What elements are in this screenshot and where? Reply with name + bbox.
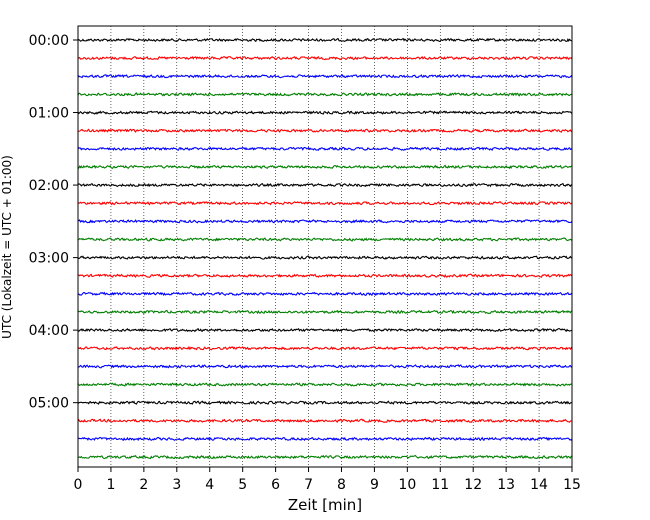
trace-group [77,37,573,460]
trace-line [77,182,573,188]
trace-line [77,237,573,242]
trace-line [77,382,573,387]
trace-line [77,454,573,460]
trace-line [77,74,573,79]
trace-line [77,273,573,278]
trace-line [77,128,573,133]
trace-line [77,37,573,43]
x-tick-label: 3 [172,477,181,493]
y-tick-label: 05:00 [29,396,69,412]
plot-frame [77,25,573,468]
y-tick-label: 03:00 [29,251,69,267]
x-axis-ticks: 0 1 2 3 4 5 6 7 8 9 10 11 12 13 14 15 [74,467,581,493]
trace-line [77,291,573,297]
x-tick-label: 9 [370,477,379,493]
x-tick-label: 10 [398,477,416,493]
x-tick-label: 13 [497,477,515,493]
y-tick-label: 01:00 [29,106,69,122]
trace-line [77,219,573,224]
x-tick-label: 5 [238,477,247,493]
y-tick-label: 00:00 [29,33,69,49]
x-tick-label: 6 [271,477,280,493]
x-tick-label: 15 [563,477,581,493]
trace-line [77,418,573,423]
x-tick-label: 12 [464,477,482,493]
trace-line [77,400,573,405]
x-tick-label: 1 [106,477,115,493]
y-tick-label: 02:00 [29,178,69,194]
trace-line [77,346,573,351]
y-axis-ticks: 00:00 01:00 02:00 03:00 04:00 05:00 [29,33,78,412]
x-tick-label: 11 [431,477,449,493]
trace-line [77,364,573,369]
trace-line [77,55,573,61]
x-axis-title: Zeit [min] [288,496,362,514]
y-axis-title: UTC (Lokalzeit = UTC + 01:00) [0,155,14,339]
trace-line [77,255,573,260]
x-tick-label: 7 [304,477,313,493]
trace-line [77,146,573,151]
x-tick-label: 0 [74,477,83,493]
y-tick-label: 04:00 [29,323,69,339]
trace-line [77,309,573,315]
trace-line [77,110,573,115]
x-tick-label: 14 [530,477,548,493]
trace-line [77,92,573,97]
trace-line [77,201,573,206]
trace-line [77,436,573,442]
trace-line [77,328,573,333]
x-tick-label: 8 [337,477,346,493]
x-tick-label: 2 [139,477,148,493]
x-tick-label: 4 [205,477,214,493]
trace-line [77,164,573,170]
